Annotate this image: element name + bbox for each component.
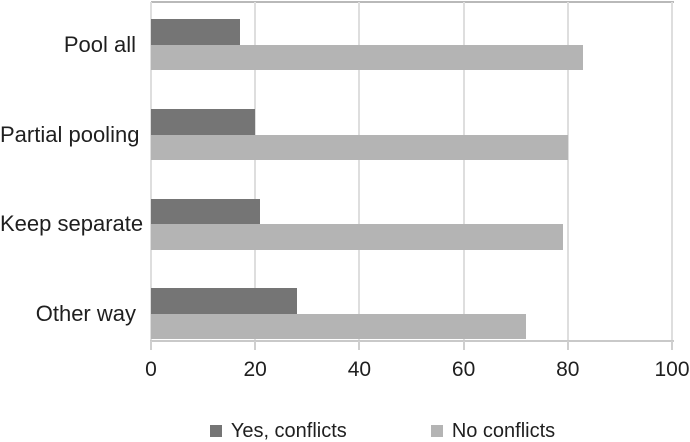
legend-label: No conflicts: [451, 420, 556, 442]
bar-yes-conflicts-keep-separate: [151, 198, 261, 225]
gridline-80: [566, 2, 569, 341]
bar-no-conflicts-keep-separate: [151, 224, 563, 250]
gridline-60: [462, 2, 465, 341]
legend-label: Yes, conflicts: [230, 420, 347, 442]
category-label-partial-pooling: Partial pooling: [0, 121, 140, 147]
gridline-100: [671, 2, 673, 341]
tick-mark-40: [358, 341, 361, 350]
bar-no-conflicts-pool-all: [151, 44, 584, 71]
x-tick-label-100: 100: [654, 358, 690, 381]
bar-yes-conflicts-other-way: [151, 288, 297, 314]
bar-yes-conflicts-pool-all: [151, 19, 240, 45]
category-label-keep-separate: Keep separate: [0, 211, 144, 237]
legend-item-yes-conflicts: Yes, conflicts: [209, 419, 347, 442]
legend-item-no-conflicts: No conflicts: [430, 419, 556, 442]
x-tick-label-20: 20: [243, 358, 267, 381]
x-tick-label-40: 40: [347, 358, 372, 381]
x-tick-label-60: 60: [451, 358, 476, 381]
bar-yes-conflicts-partial-pooling: [151, 109, 256, 135]
legend-swatch-icon: [209, 425, 222, 437]
category-label-other-way: Other way: [35, 300, 136, 326]
bar-no-conflicts-partial-pooling: [151, 134, 568, 160]
gridline-20: [254, 2, 257, 341]
gridline-40: [358, 2, 361, 341]
tick-mark-80: [566, 341, 569, 350]
tick-mark-100: [671, 341, 673, 350]
legend-swatch-icon: [430, 425, 443, 437]
plot-top-border: [151, 1, 674, 3]
tick-mark-20: [254, 341, 257, 350]
plot-area: [150, 2, 673, 341]
gridline-0: [150, 2, 152, 341]
tick-mark-0: [150, 341, 152, 350]
x-axis-line: [150, 340, 674, 342]
x-tick-label-80: 80: [556, 358, 580, 381]
tick-mark-60: [462, 341, 465, 350]
x-tick-label-0: 0: [145, 358, 157, 381]
legend: Yes, conflicts No conflicts: [75, 419, 690, 442]
category-label-pool-all: Pool all: [63, 31, 136, 57]
bar-no-conflicts-other-way: [151, 313, 527, 340]
